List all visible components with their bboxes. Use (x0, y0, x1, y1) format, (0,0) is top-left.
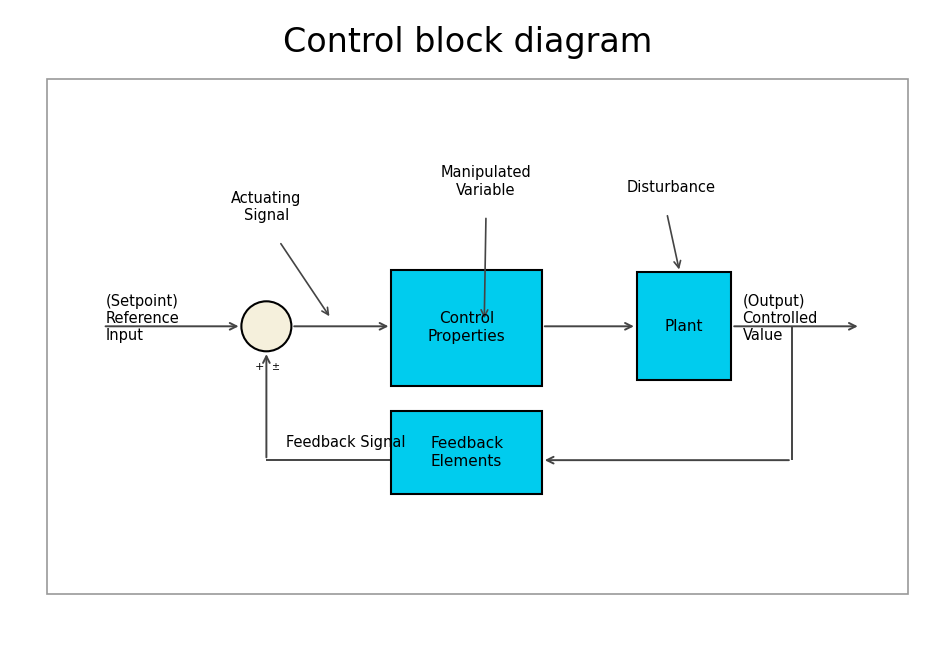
FancyBboxPatch shape (391, 270, 542, 385)
Text: Control
Properties: Control Properties (428, 312, 505, 344)
Text: ±: ± (271, 362, 279, 372)
FancyBboxPatch shape (391, 411, 542, 494)
Text: Disturbance: Disturbance (626, 180, 716, 195)
Text: Plant: Plant (665, 319, 703, 334)
Text: (Output)
Controlled
Value: (Output) Controlled Value (742, 294, 818, 343)
Text: +: + (255, 362, 264, 372)
Text: (Setpoint)
Reference
Input: (Setpoint) Reference Input (106, 294, 179, 343)
Ellipse shape (241, 302, 291, 351)
Text: Manipulated
Variable: Manipulated Variable (441, 165, 532, 197)
Text: Control block diagram: Control block diagram (284, 26, 652, 59)
Text: Actuating
Signal: Actuating Signal (231, 191, 301, 223)
Text: Feedback
Elements: Feedback Elements (430, 436, 504, 469)
Text: Feedback Signal: Feedback Signal (286, 435, 405, 449)
FancyBboxPatch shape (636, 272, 731, 380)
